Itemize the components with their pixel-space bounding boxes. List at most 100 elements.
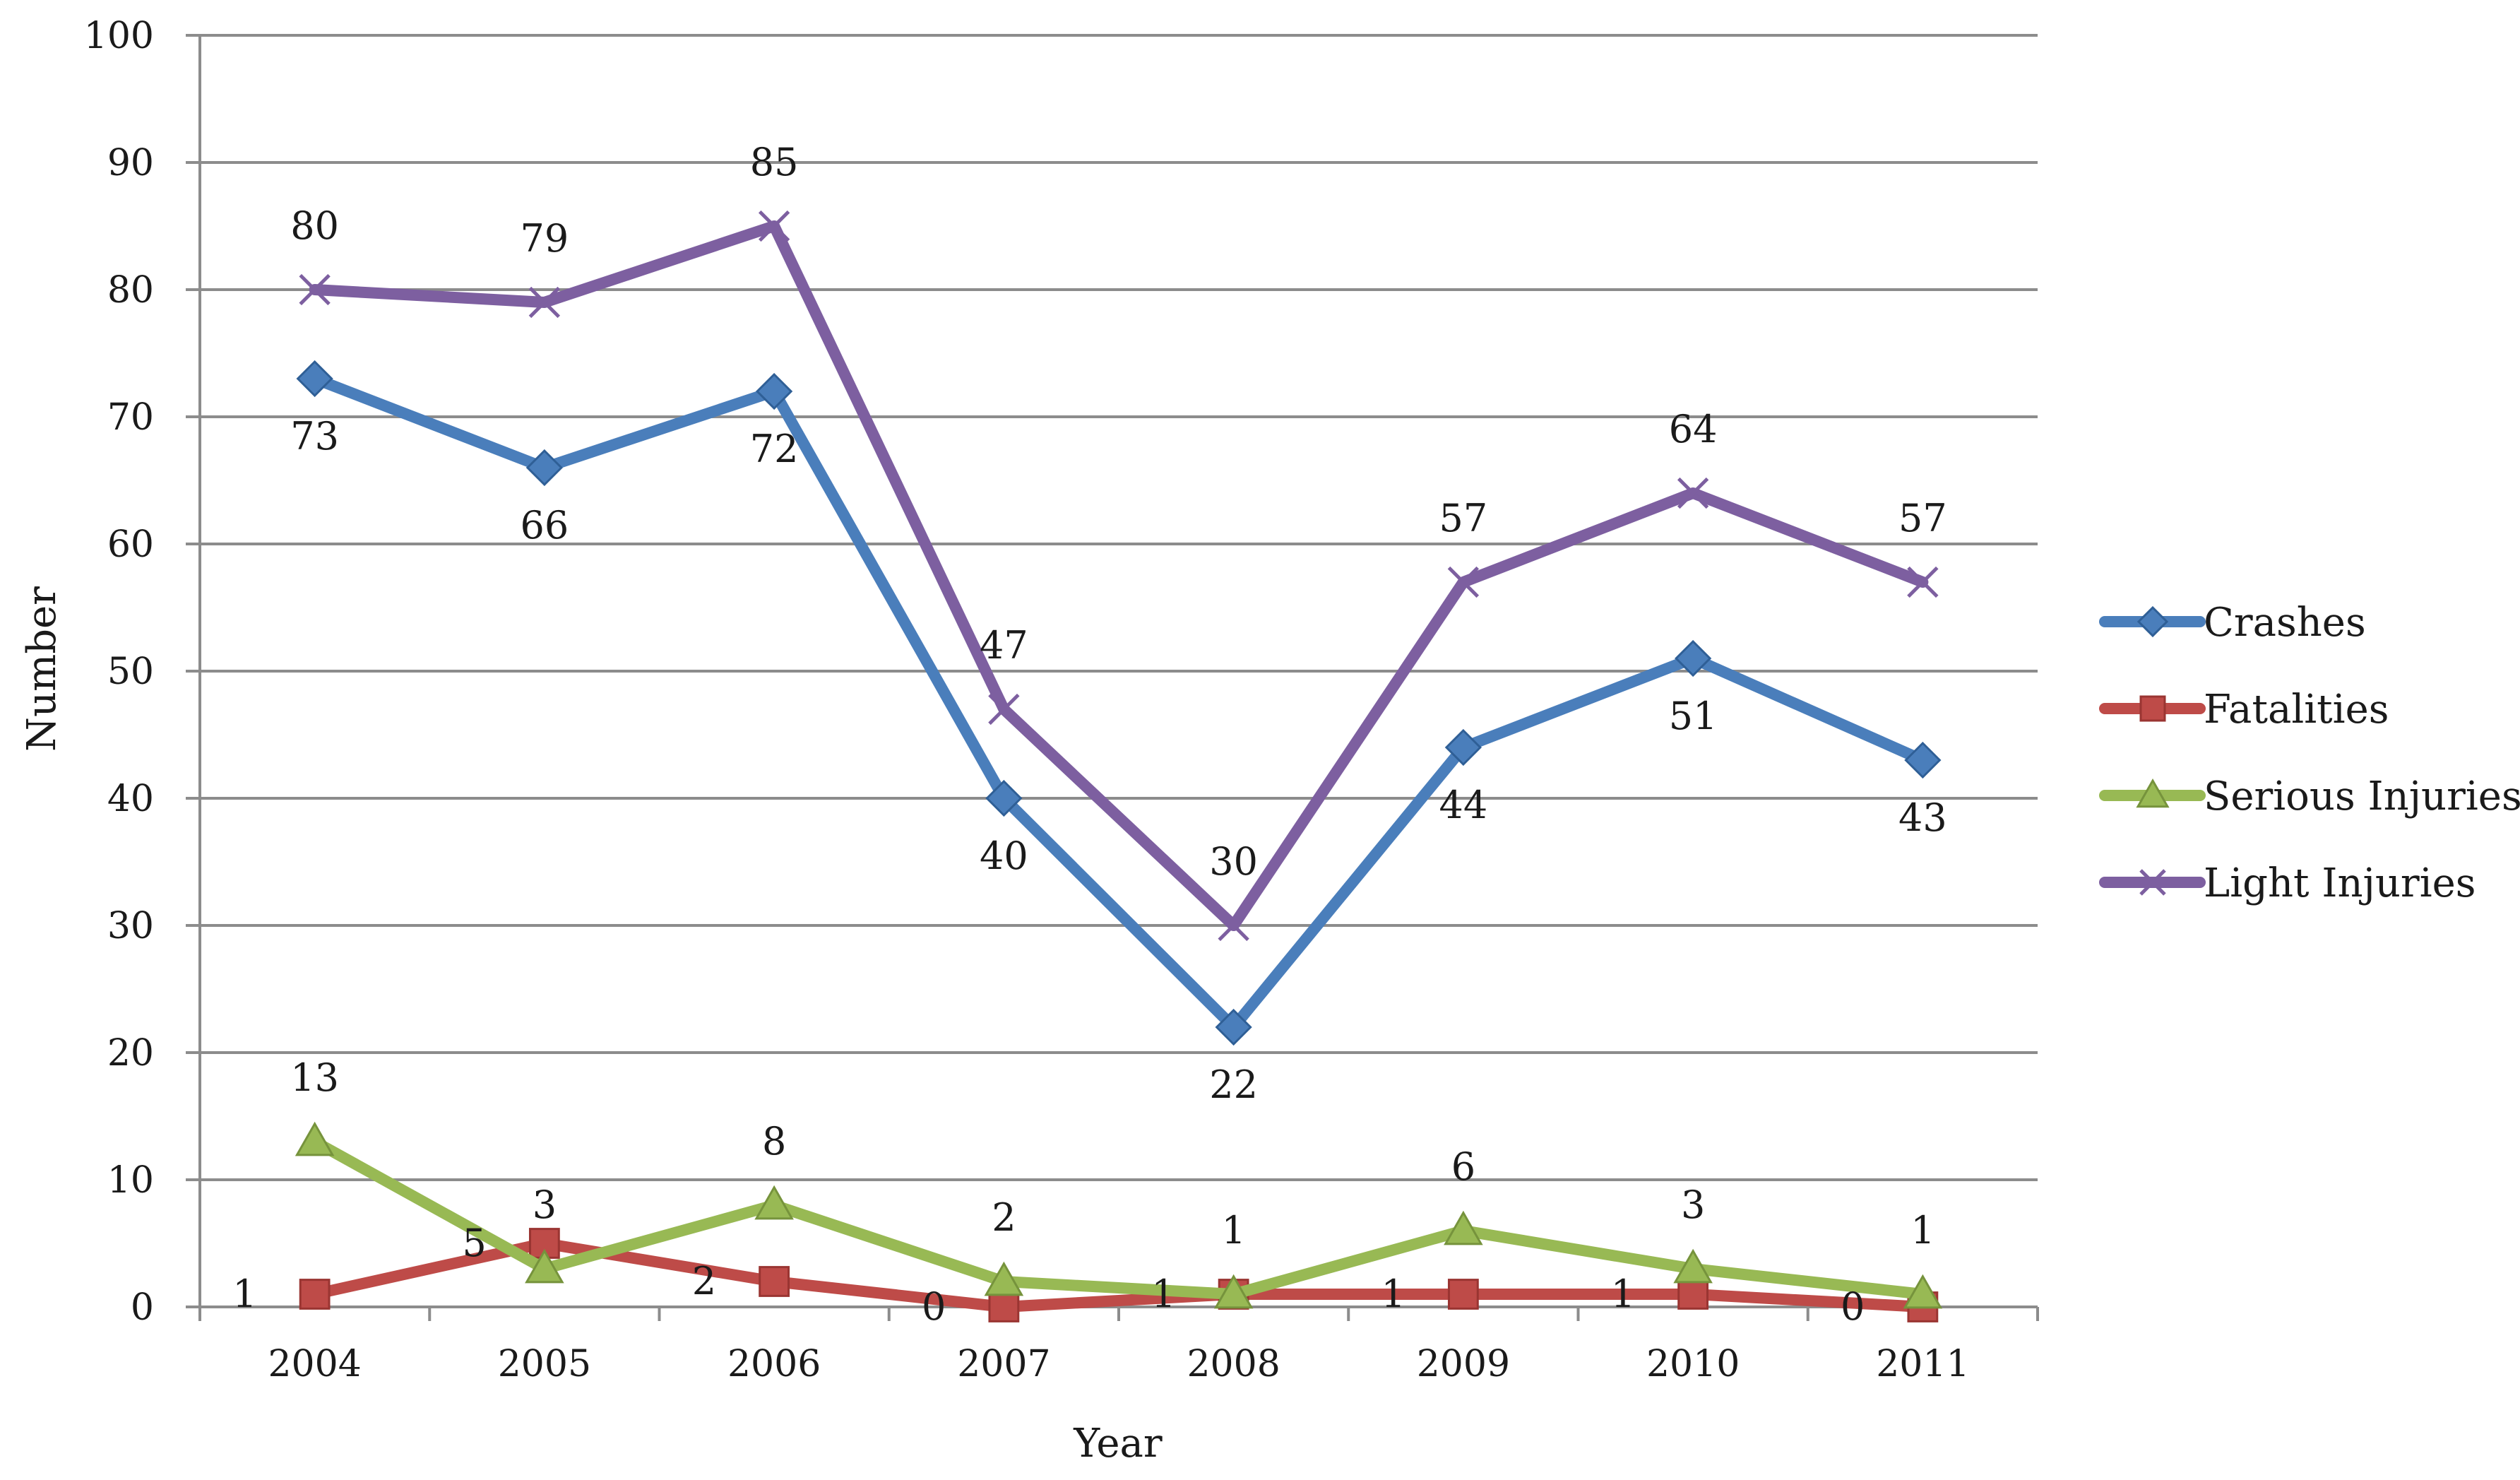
gridlines: [186, 34, 2038, 1308]
marker-square: [1447, 1279, 1479, 1310]
marker-x-stroke: [1677, 477, 1709, 509]
y-tick-label: 80: [107, 269, 154, 312]
marker-x: [299, 273, 331, 306]
data-label-serious-injuries: 6: [1451, 1144, 1475, 1189]
marker-x-stroke: [988, 693, 1020, 726]
data-label-fatalities: 1: [1151, 1272, 1175, 1316]
marker-x: [988, 693, 1020, 726]
marker-diamond: [985, 779, 1023, 817]
series-line-crashes: [309, 373, 1929, 1033]
y-tick-label: 0: [131, 1286, 154, 1329]
marker-x: [2139, 869, 2166, 896]
legend-label-fatalities: Fatalities: [2204, 687, 2389, 733]
data-label-crashes: 40: [980, 834, 1028, 878]
marker-diamond: [1444, 728, 1482, 766]
data-label-crashes: 72: [750, 427, 799, 471]
marker-x: [1447, 566, 1480, 598]
y-tick-label: 60: [107, 523, 154, 566]
data-label-serious-injuries: 2: [992, 1195, 1016, 1240]
marker-x-stroke: [1447, 566, 1480, 598]
legend-label-serious-injuries: Serious Injuries: [2204, 774, 2520, 819]
y-tick-label: 70: [107, 396, 154, 439]
data-label-fatalities: 2: [692, 1259, 716, 1303]
data-label-fatalities: 1: [1381, 1272, 1405, 1316]
x-tick-label: 2009: [1417, 1343, 1510, 1385]
marker-triangle: [984, 1261, 1024, 1296]
legend: Crashes Fatalities Serious Injuries Light I…: [2099, 600, 2520, 906]
data-label-serious-injuries: 3: [533, 1183, 557, 1227]
marker-diamond: [1215, 1008, 1252, 1046]
x-tick-label: 2006: [727, 1343, 821, 1385]
marker-x-stroke: [299, 273, 331, 306]
x-tick-label: 2005: [498, 1343, 591, 1385]
data-label-light-injuries: 80: [290, 203, 339, 248]
marker-diamond: [525, 449, 563, 487]
data-label-fatalities: 5: [463, 1221, 487, 1265]
marker-x: [1218, 909, 1249, 942]
data-label-crashes: 22: [1209, 1062, 1258, 1107]
marker-triangle: [1903, 1274, 1943, 1309]
data-label-serious-injuries: 1: [1221, 1208, 1245, 1253]
marker-triangle: [295, 1121, 335, 1156]
marker-diamond: [1675, 639, 1712, 677]
data-label-crashes: 51: [1669, 694, 1718, 738]
data-label-fatalities: 0: [922, 1284, 946, 1329]
marker-x: [1907, 566, 1939, 598]
data-label-crashes: 43: [1898, 795, 1947, 840]
x-tick-label: 2008: [1187, 1343, 1280, 1385]
x-tick-label: 2007: [957, 1343, 1050, 1385]
data-label-serious-injuries: 1: [1910, 1208, 1934, 1253]
marker-square: [299, 1279, 331, 1310]
marker-x-stroke: [1907, 566, 1939, 598]
y-axis-title: Number: [19, 586, 65, 752]
data-label-light-injuries: 64: [1669, 407, 1718, 451]
y-tick-label: 40: [107, 778, 154, 820]
y-tick-label: 20: [107, 1032, 154, 1075]
legend-label-crashes: Crashes: [2204, 600, 2366, 646]
marker-triangle: [754, 1185, 794, 1220]
y-tick-label: 50: [107, 651, 154, 693]
data-label-crashes: 66: [521, 503, 569, 547]
marker-triangle: [1444, 1210, 1483, 1245]
marker-x: [1677, 477, 1709, 509]
legend-item-serious-injuries: Serious Injuries: [2099, 774, 2520, 819]
data-label-crashes: 73: [290, 414, 339, 458]
data-label-light-injuries: 57: [1898, 496, 1947, 540]
marker-x: [528, 286, 561, 319]
y-tick-label: 100: [84, 15, 154, 57]
marker-diamond: [296, 360, 333, 398]
legend-item-light-injuries: Light Injuries: [2099, 860, 2476, 906]
series-lines: [295, 210, 1943, 1322]
data-label-fatalities: 0: [1841, 1284, 1865, 1329]
legend-item-crashes: Crashes: [2099, 600, 2366, 646]
data-label-fatalities: 1: [1611, 1272, 1635, 1316]
x-axis-title: Year: [1073, 1421, 1163, 1467]
marker-triangle: [525, 1248, 564, 1284]
data-label-light-injuries: 85: [750, 140, 799, 184]
y-tick-label: 10: [107, 1159, 154, 1202]
series-line-serious-injuries: [309, 1136, 1929, 1300]
data-label-light-injuries: 30: [1209, 839, 1258, 884]
marker-x-stroke: [528, 286, 561, 319]
data-label-light-injuries: 47: [980, 623, 1028, 668]
marker-square: [988, 1291, 1020, 1322]
x-tick-label: 2010: [1646, 1343, 1740, 1385]
data-label-light-injuries: 57: [1439, 496, 1488, 540]
data-label-crashes: 44: [1439, 783, 1488, 827]
marker-diamond: [2136, 605, 2169, 638]
marker-square: [759, 1266, 790, 1297]
y-tick-label: 30: [107, 905, 154, 947]
series-line-light-injuries: [309, 220, 1929, 931]
legend-item-fatalities: Fatalities: [2099, 687, 2389, 733]
data-label-serious-injuries: 13: [290, 1055, 339, 1100]
marker-diamond: [1904, 741, 1942, 779]
marker-triangle: [1673, 1248, 1713, 1284]
legend-label-light-injuries: Light Injuries: [2204, 860, 2476, 906]
data-label-light-injuries: 79: [521, 216, 569, 261]
marker-square: [2139, 695, 2166, 722]
data-label-fatalities: 1: [232, 1272, 256, 1316]
marker-x-stroke: [1218, 909, 1249, 942]
